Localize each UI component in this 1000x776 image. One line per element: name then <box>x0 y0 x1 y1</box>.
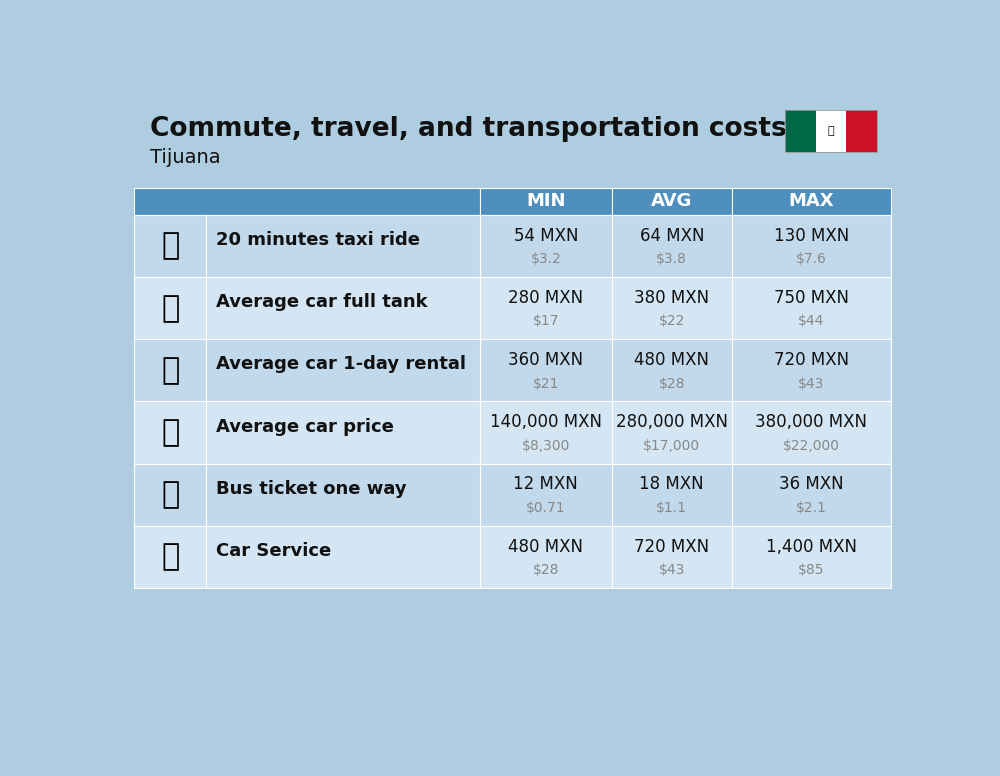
FancyBboxPatch shape <box>480 525 612 588</box>
Text: 720 MXN: 720 MXN <box>774 352 849 369</box>
FancyBboxPatch shape <box>206 215 480 277</box>
Text: Average car full tank: Average car full tank <box>216 293 427 311</box>
Text: $43: $43 <box>659 563 685 577</box>
Text: $22,000: $22,000 <box>783 438 840 452</box>
Text: 🚙: 🚙 <box>161 356 179 385</box>
FancyBboxPatch shape <box>134 188 480 215</box>
Text: 130 MXN: 130 MXN <box>774 227 849 245</box>
Text: $21: $21 <box>533 376 559 390</box>
Text: 480 MXN: 480 MXN <box>634 352 709 369</box>
FancyBboxPatch shape <box>732 188 891 215</box>
FancyBboxPatch shape <box>134 525 206 588</box>
FancyBboxPatch shape <box>732 463 891 525</box>
FancyBboxPatch shape <box>480 215 612 277</box>
Text: 54 MXN: 54 MXN <box>514 227 578 245</box>
Text: 🛠: 🛠 <box>161 542 179 571</box>
Text: $1.1: $1.1 <box>656 501 687 514</box>
Text: ⛽: ⛽ <box>161 294 179 323</box>
FancyBboxPatch shape <box>612 401 732 463</box>
Text: 360 MXN: 360 MXN <box>508 352 583 369</box>
Text: AVG: AVG <box>651 192 692 210</box>
FancyBboxPatch shape <box>612 525 732 588</box>
Text: $85: $85 <box>798 563 825 577</box>
Text: $3.2: $3.2 <box>530 252 561 266</box>
FancyBboxPatch shape <box>206 525 480 588</box>
Text: 🚕: 🚕 <box>161 231 179 261</box>
Text: 🚌: 🚌 <box>161 480 179 509</box>
Text: 380,000 MXN: 380,000 MXN <box>755 414 867 431</box>
Text: 480 MXN: 480 MXN <box>508 538 583 556</box>
FancyBboxPatch shape <box>732 339 891 401</box>
Text: $44: $44 <box>798 314 824 328</box>
FancyBboxPatch shape <box>732 401 891 463</box>
Text: Car Service: Car Service <box>216 542 331 559</box>
Text: Commute, travel, and transportation costs: Commute, travel, and transportation cost… <box>150 116 787 142</box>
Text: $43: $43 <box>798 376 824 390</box>
Text: 720 MXN: 720 MXN <box>634 538 709 556</box>
Text: MAX: MAX <box>788 192 834 210</box>
Text: 🚗: 🚗 <box>161 418 179 447</box>
FancyBboxPatch shape <box>134 401 206 463</box>
FancyBboxPatch shape <box>134 339 206 401</box>
FancyBboxPatch shape <box>480 463 612 525</box>
FancyBboxPatch shape <box>480 401 612 463</box>
Text: 🦅: 🦅 <box>828 126 834 136</box>
FancyBboxPatch shape <box>134 215 206 277</box>
Text: 36 MXN: 36 MXN <box>779 476 844 494</box>
FancyBboxPatch shape <box>134 277 206 339</box>
Text: 18 MXN: 18 MXN <box>639 476 704 494</box>
Text: $28: $28 <box>659 376 685 390</box>
FancyBboxPatch shape <box>732 215 891 277</box>
Text: $0.71: $0.71 <box>526 501 566 514</box>
Text: 140,000 MXN: 140,000 MXN <box>490 414 602 431</box>
FancyBboxPatch shape <box>206 339 480 401</box>
Text: 750 MXN: 750 MXN <box>774 289 849 307</box>
Text: 20 minutes taxi ride: 20 minutes taxi ride <box>216 231 420 249</box>
Text: $17,000: $17,000 <box>643 438 700 452</box>
Text: 12 MXN: 12 MXN <box>513 476 578 494</box>
Text: 64 MXN: 64 MXN <box>640 227 704 245</box>
FancyBboxPatch shape <box>732 277 891 339</box>
Text: $7.6: $7.6 <box>796 252 827 266</box>
FancyBboxPatch shape <box>612 277 732 339</box>
Text: 380 MXN: 380 MXN <box>634 289 709 307</box>
Text: 280,000 MXN: 280,000 MXN <box>616 414 728 431</box>
Text: Tijuana: Tijuana <box>150 148 220 167</box>
FancyBboxPatch shape <box>206 463 480 525</box>
FancyBboxPatch shape <box>816 110 846 151</box>
Text: $28: $28 <box>533 563 559 577</box>
FancyBboxPatch shape <box>206 277 480 339</box>
Text: Average car price: Average car price <box>216 417 394 435</box>
FancyBboxPatch shape <box>612 339 732 401</box>
Text: Average car 1-day rental: Average car 1-day rental <box>216 355 466 373</box>
FancyBboxPatch shape <box>732 525 891 588</box>
Text: $2.1: $2.1 <box>796 501 827 514</box>
FancyBboxPatch shape <box>612 215 732 277</box>
Text: MIN: MIN <box>526 192 566 210</box>
FancyBboxPatch shape <box>480 277 612 339</box>
Text: $3.8: $3.8 <box>656 252 687 266</box>
Text: 1,400 MXN: 1,400 MXN <box>766 538 857 556</box>
FancyBboxPatch shape <box>785 110 816 151</box>
Text: $8,300: $8,300 <box>522 438 570 452</box>
FancyBboxPatch shape <box>206 401 480 463</box>
FancyBboxPatch shape <box>134 463 206 525</box>
Text: $22: $22 <box>659 314 685 328</box>
FancyBboxPatch shape <box>612 188 732 215</box>
FancyBboxPatch shape <box>846 110 877 151</box>
Text: Bus ticket one way: Bus ticket one way <box>216 480 406 497</box>
FancyBboxPatch shape <box>612 463 732 525</box>
Text: $17: $17 <box>533 314 559 328</box>
Text: 280 MXN: 280 MXN <box>508 289 583 307</box>
FancyBboxPatch shape <box>480 188 612 215</box>
FancyBboxPatch shape <box>480 339 612 401</box>
